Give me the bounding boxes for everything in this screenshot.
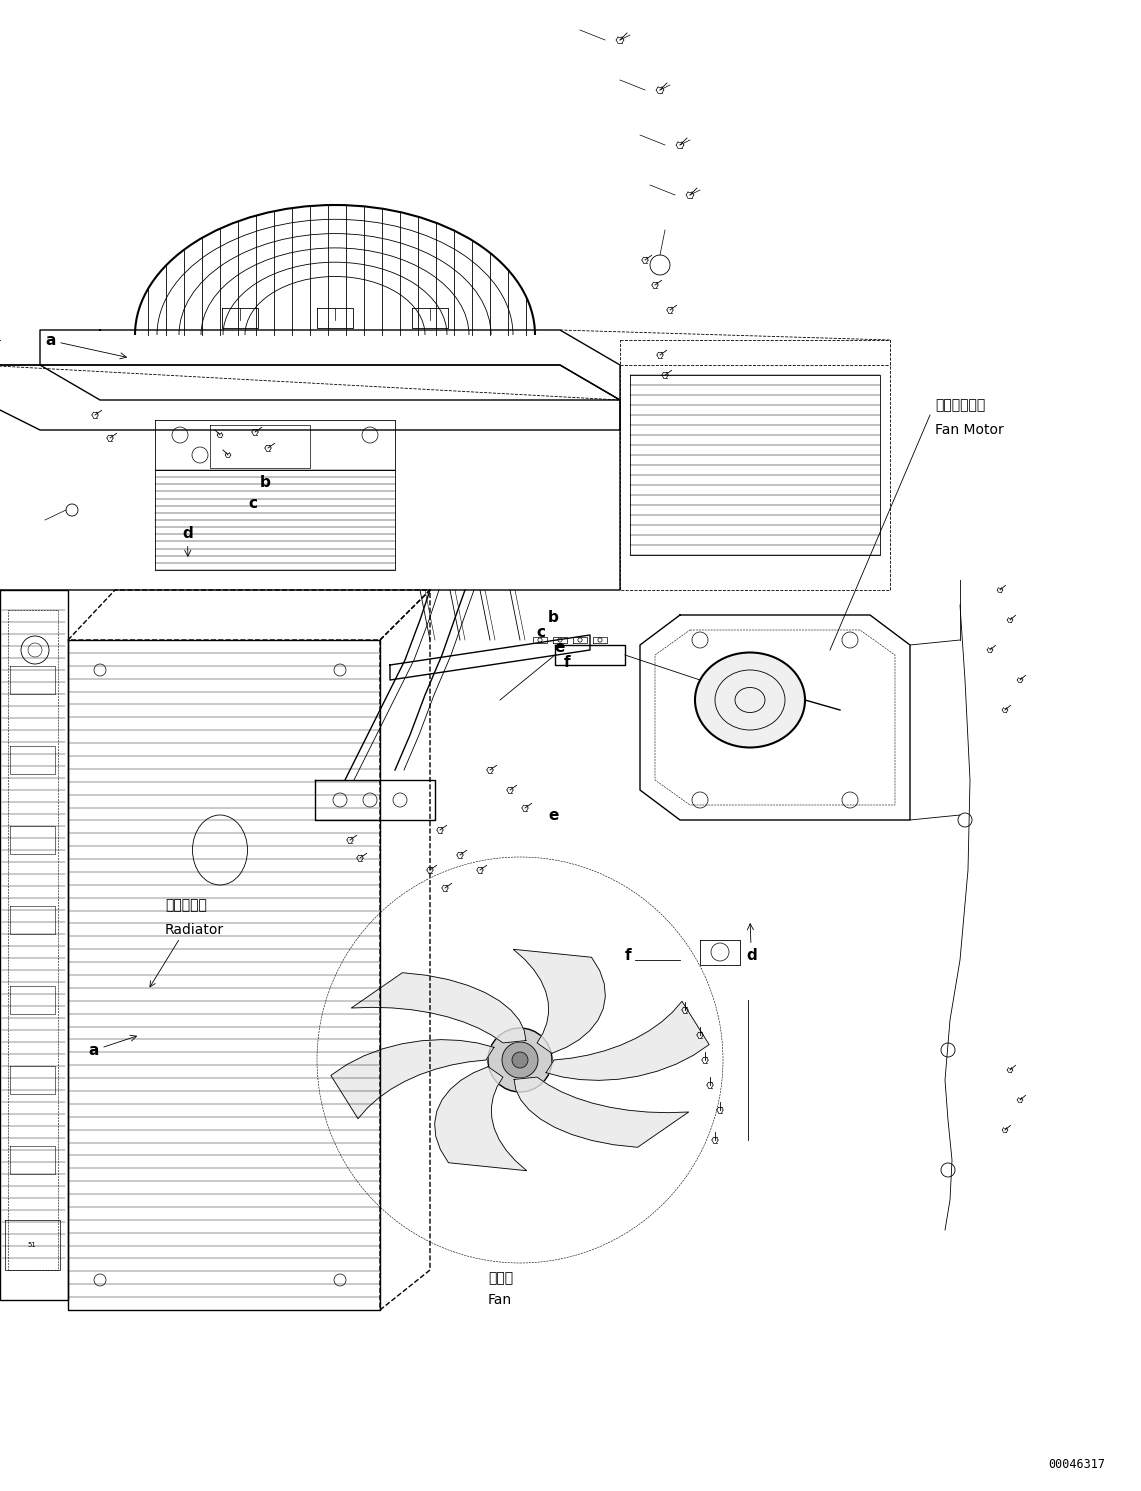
Text: a: a [44, 332, 127, 359]
Polygon shape [435, 1066, 527, 1170]
Polygon shape [331, 1039, 494, 1118]
Circle shape [502, 1042, 539, 1078]
Text: 51: 51 [27, 1242, 37, 1248]
Text: d: d [183, 526, 193, 556]
Polygon shape [515, 1077, 689, 1147]
Text: c: c [536, 625, 545, 640]
Text: c: c [248, 497, 257, 511]
Polygon shape [351, 972, 526, 1042]
Text: e: e [548, 808, 558, 823]
Text: Radiator: Radiator [165, 923, 224, 936]
Circle shape [488, 1027, 552, 1091]
Text: ファンモータ: ファンモータ [934, 398, 985, 412]
Text: Fan Motor: Fan Motor [934, 423, 1004, 437]
Text: a: a [88, 1035, 137, 1059]
Text: f: f [625, 948, 632, 963]
Circle shape [512, 1053, 528, 1068]
Text: f: f [564, 655, 570, 669]
Text: ラジエータ: ラジエータ [165, 898, 207, 912]
Text: b: b [548, 610, 559, 625]
Text: Fan: Fan [488, 1293, 512, 1308]
Text: d: d [746, 924, 756, 963]
Polygon shape [547, 1002, 710, 1081]
Ellipse shape [695, 653, 806, 747]
Text: b: b [260, 476, 270, 491]
Text: 00046317: 00046317 [1047, 1458, 1104, 1472]
Text: ファン: ファン [488, 1270, 513, 1285]
Polygon shape [513, 950, 606, 1053]
Text: e: e [555, 640, 565, 655]
